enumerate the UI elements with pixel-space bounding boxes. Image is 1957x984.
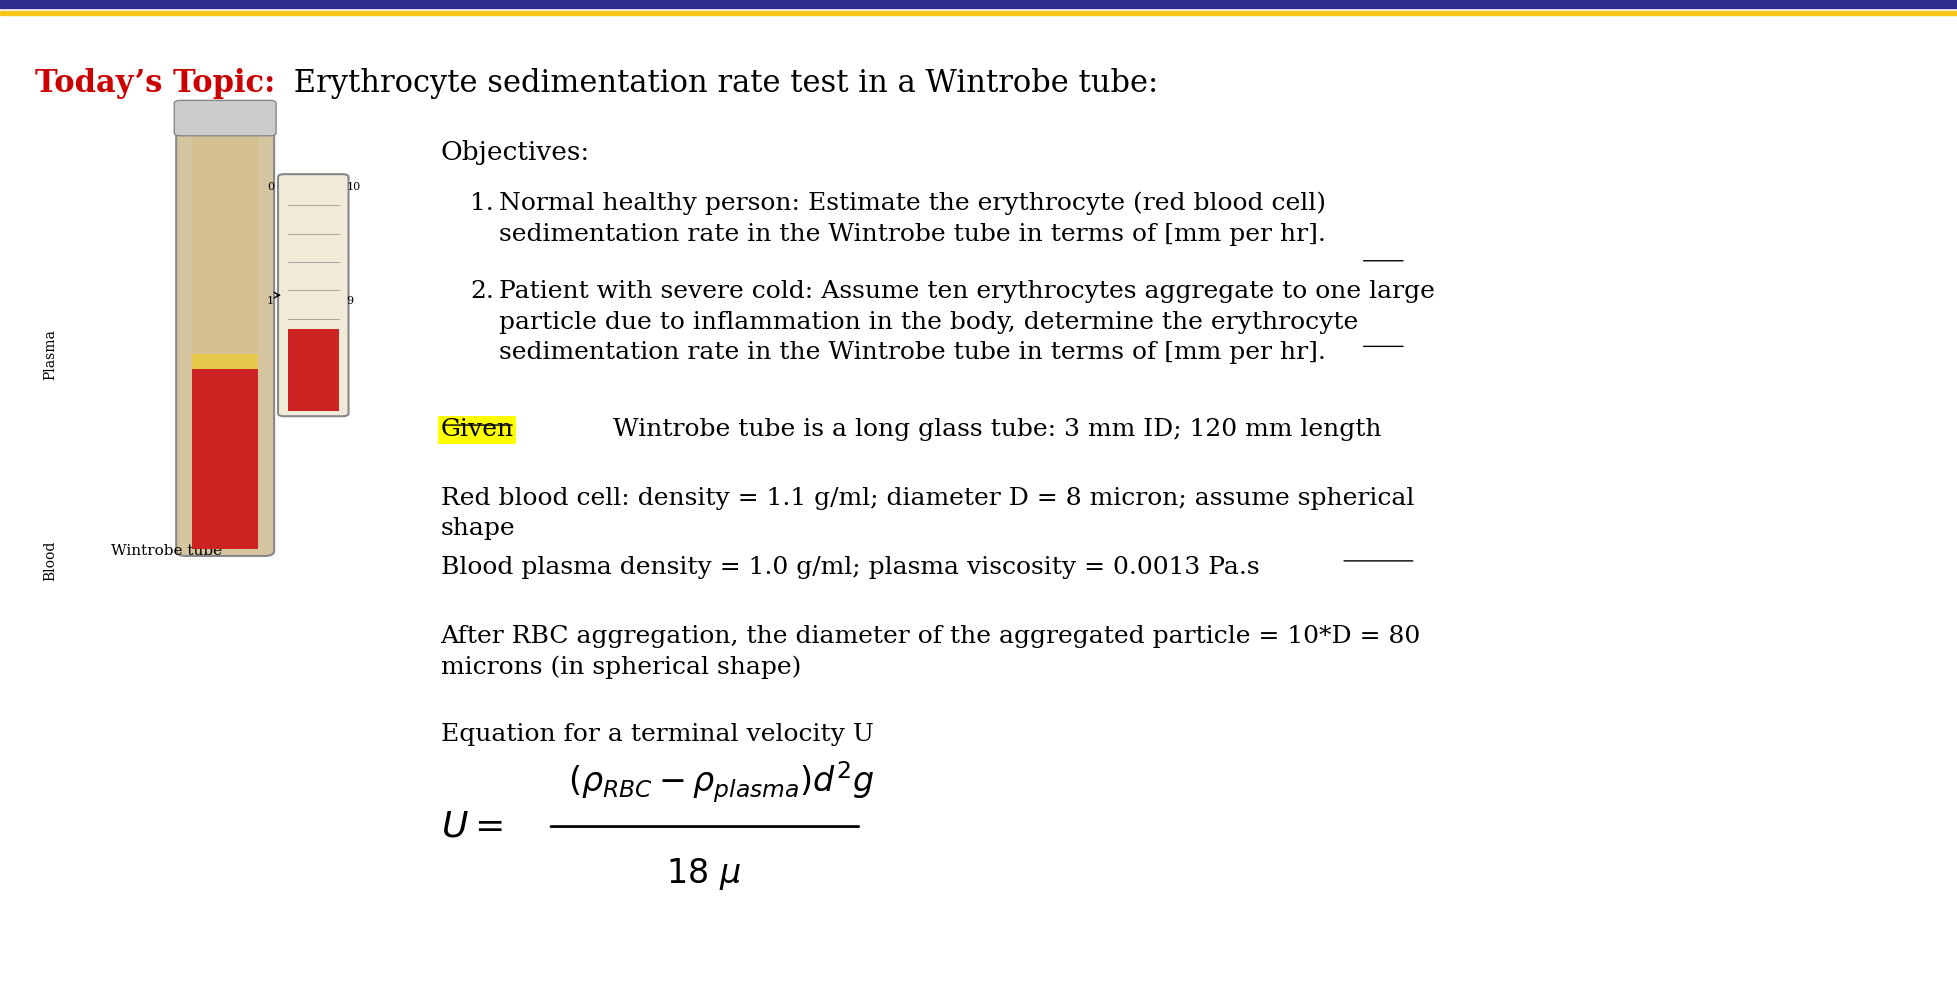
Text: Patient with severe cold: Assume ten erythrocytes aggregate to one large
particl: Patient with severe cold: Assume ten ery… xyxy=(499,280,1434,364)
Text: Red blood cell: density = 1.1 g/ml; diameter D = 8 micron; assume spherical
shap: Red blood cell: density = 1.1 g/ml; diam… xyxy=(440,487,1413,540)
Text: $U = $: $U = $ xyxy=(440,810,503,843)
FancyBboxPatch shape xyxy=(176,113,274,556)
Bar xyxy=(0,0,1957,8)
Text: Blood plasma density = 1.0 g/ml; plasma viscosity = 0.0013 Pa.s: Blood plasma density = 1.0 g/ml; plasma … xyxy=(440,556,1258,579)
Bar xyxy=(192,369,258,549)
Text: Equation for a terminal velocity U: Equation for a terminal velocity U xyxy=(440,723,873,746)
Text: 0: 0 xyxy=(266,182,274,192)
Text: Erythrocyte sedimentation rate test in a Wintrobe tube:: Erythrocyte sedimentation rate test in a… xyxy=(284,68,1159,99)
Text: 1.: 1. xyxy=(470,192,493,215)
Text: Wintrobe tube: Wintrobe tube xyxy=(112,544,221,558)
Text: Blood: Blood xyxy=(43,540,57,582)
Text: Normal healthy person: Estimate the erythrocyte (red blood cell)
sedimentation r: Normal healthy person: Estimate the eryt… xyxy=(499,192,1325,246)
Text: After RBC aggregation, the diameter of the aggregated particle = 10*D = 80
micro: After RBC aggregation, the diameter of t… xyxy=(440,625,1421,679)
Text: $(\rho_{RBC} - \rho_{plasma})d^2g$: $(\rho_{RBC} - \rho_{plasma})d^2g$ xyxy=(568,760,873,805)
Text: 9: 9 xyxy=(346,296,354,306)
Bar xyxy=(192,123,258,354)
Bar xyxy=(192,354,258,369)
Text: 1: 1 xyxy=(266,296,274,306)
Text: Wintrobe tube is a long glass tube: 3 mm ID; 120 mm length: Wintrobe tube is a long glass tube: 3 mm… xyxy=(613,418,1380,441)
Text: $18\ \mu$: $18\ \mu$ xyxy=(665,856,740,892)
FancyBboxPatch shape xyxy=(278,174,348,416)
Bar xyxy=(0,11,1957,15)
Text: Given: Given xyxy=(440,418,513,441)
Bar xyxy=(288,329,339,411)
Text: 10: 10 xyxy=(346,182,360,192)
Text: Plasma: Plasma xyxy=(43,329,57,380)
FancyBboxPatch shape xyxy=(174,100,276,136)
Text: Objectives:: Objectives: xyxy=(440,140,589,165)
Text: Today’s Topic:: Today’s Topic: xyxy=(35,68,276,99)
Text: 2.: 2. xyxy=(470,280,493,303)
